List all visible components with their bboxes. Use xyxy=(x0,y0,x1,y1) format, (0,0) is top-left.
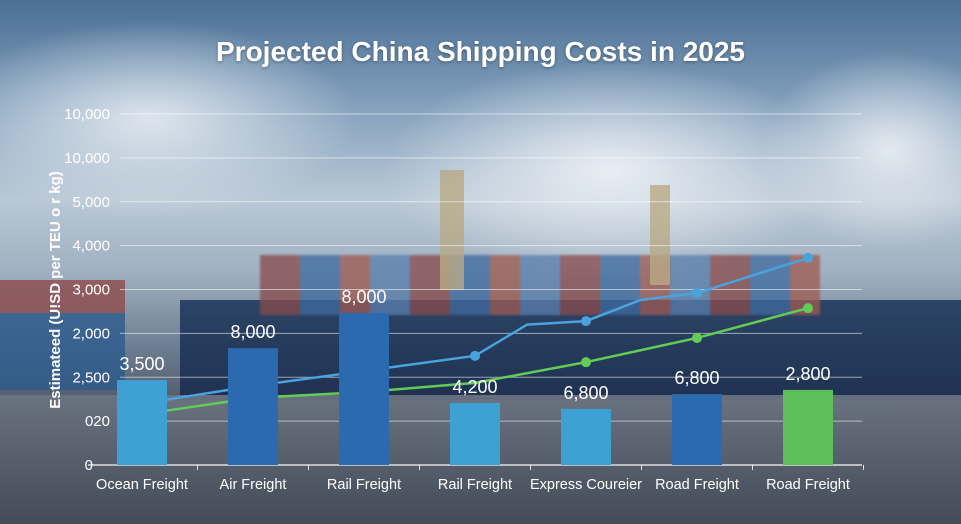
bar-data-label: 8,000 xyxy=(341,287,386,307)
y-tick-label: 3,000 xyxy=(72,282,110,299)
series-marker-0 xyxy=(803,252,813,263)
x-tick-label: Express Coureier xyxy=(530,477,642,493)
y-tick-label: 10,000 xyxy=(64,106,110,123)
bar xyxy=(450,402,500,465)
ship-hull xyxy=(180,300,961,400)
y-tick-label: 2,500 xyxy=(72,369,110,386)
bar-data-label: 8,000 xyxy=(230,322,275,342)
crane xyxy=(650,185,670,285)
bar xyxy=(117,380,167,465)
bar-data-label: 3,500 xyxy=(119,354,164,374)
x-tick-label: Rail Freight xyxy=(327,477,401,493)
series-line-0 xyxy=(164,256,809,402)
bar xyxy=(339,313,389,465)
series-marker-1 xyxy=(803,303,813,314)
y-tick-label: 10,000 xyxy=(64,150,110,167)
series-marker-1 xyxy=(581,357,591,368)
containers-left xyxy=(0,280,125,390)
series-marker-0 xyxy=(692,288,702,299)
cloud-shape xyxy=(760,50,961,250)
bar-data-label: 4,200 xyxy=(452,377,497,397)
y-tick-label: 2,000 xyxy=(72,325,110,342)
x-tick-label: Rail Freight xyxy=(438,477,512,493)
crane xyxy=(440,170,464,290)
containers xyxy=(260,255,820,315)
bar xyxy=(228,348,278,465)
cloud-shape xyxy=(0,20,360,220)
bar xyxy=(672,394,722,465)
y-tick-label: 4,000 xyxy=(72,238,110,255)
bar-data-label: 6,800 xyxy=(674,368,719,388)
x-tick-label: Ocean Freight xyxy=(96,477,188,493)
y-tick-label: 020 xyxy=(85,413,110,430)
series-marker-0 xyxy=(581,316,591,327)
x-tick-label: Road Freight xyxy=(655,477,739,493)
x-tick-label: Air Freight xyxy=(220,477,287,493)
y-axis-label: Estimateed (U!SD per TEU o r kg) xyxy=(47,171,64,409)
bar xyxy=(561,408,611,465)
series-marker-0 xyxy=(470,350,480,361)
bar-data-label: 2,800 xyxy=(785,364,830,384)
x-tick-label: Road Freight xyxy=(766,477,850,493)
y-tick-label: 5,000 xyxy=(72,194,110,211)
chart-title: Projected China Shipping Costs in 2025 xyxy=(216,36,745,67)
bar-data-label: 6,800 xyxy=(563,383,608,403)
series-marker-1 xyxy=(692,332,702,343)
bar xyxy=(783,389,833,465)
